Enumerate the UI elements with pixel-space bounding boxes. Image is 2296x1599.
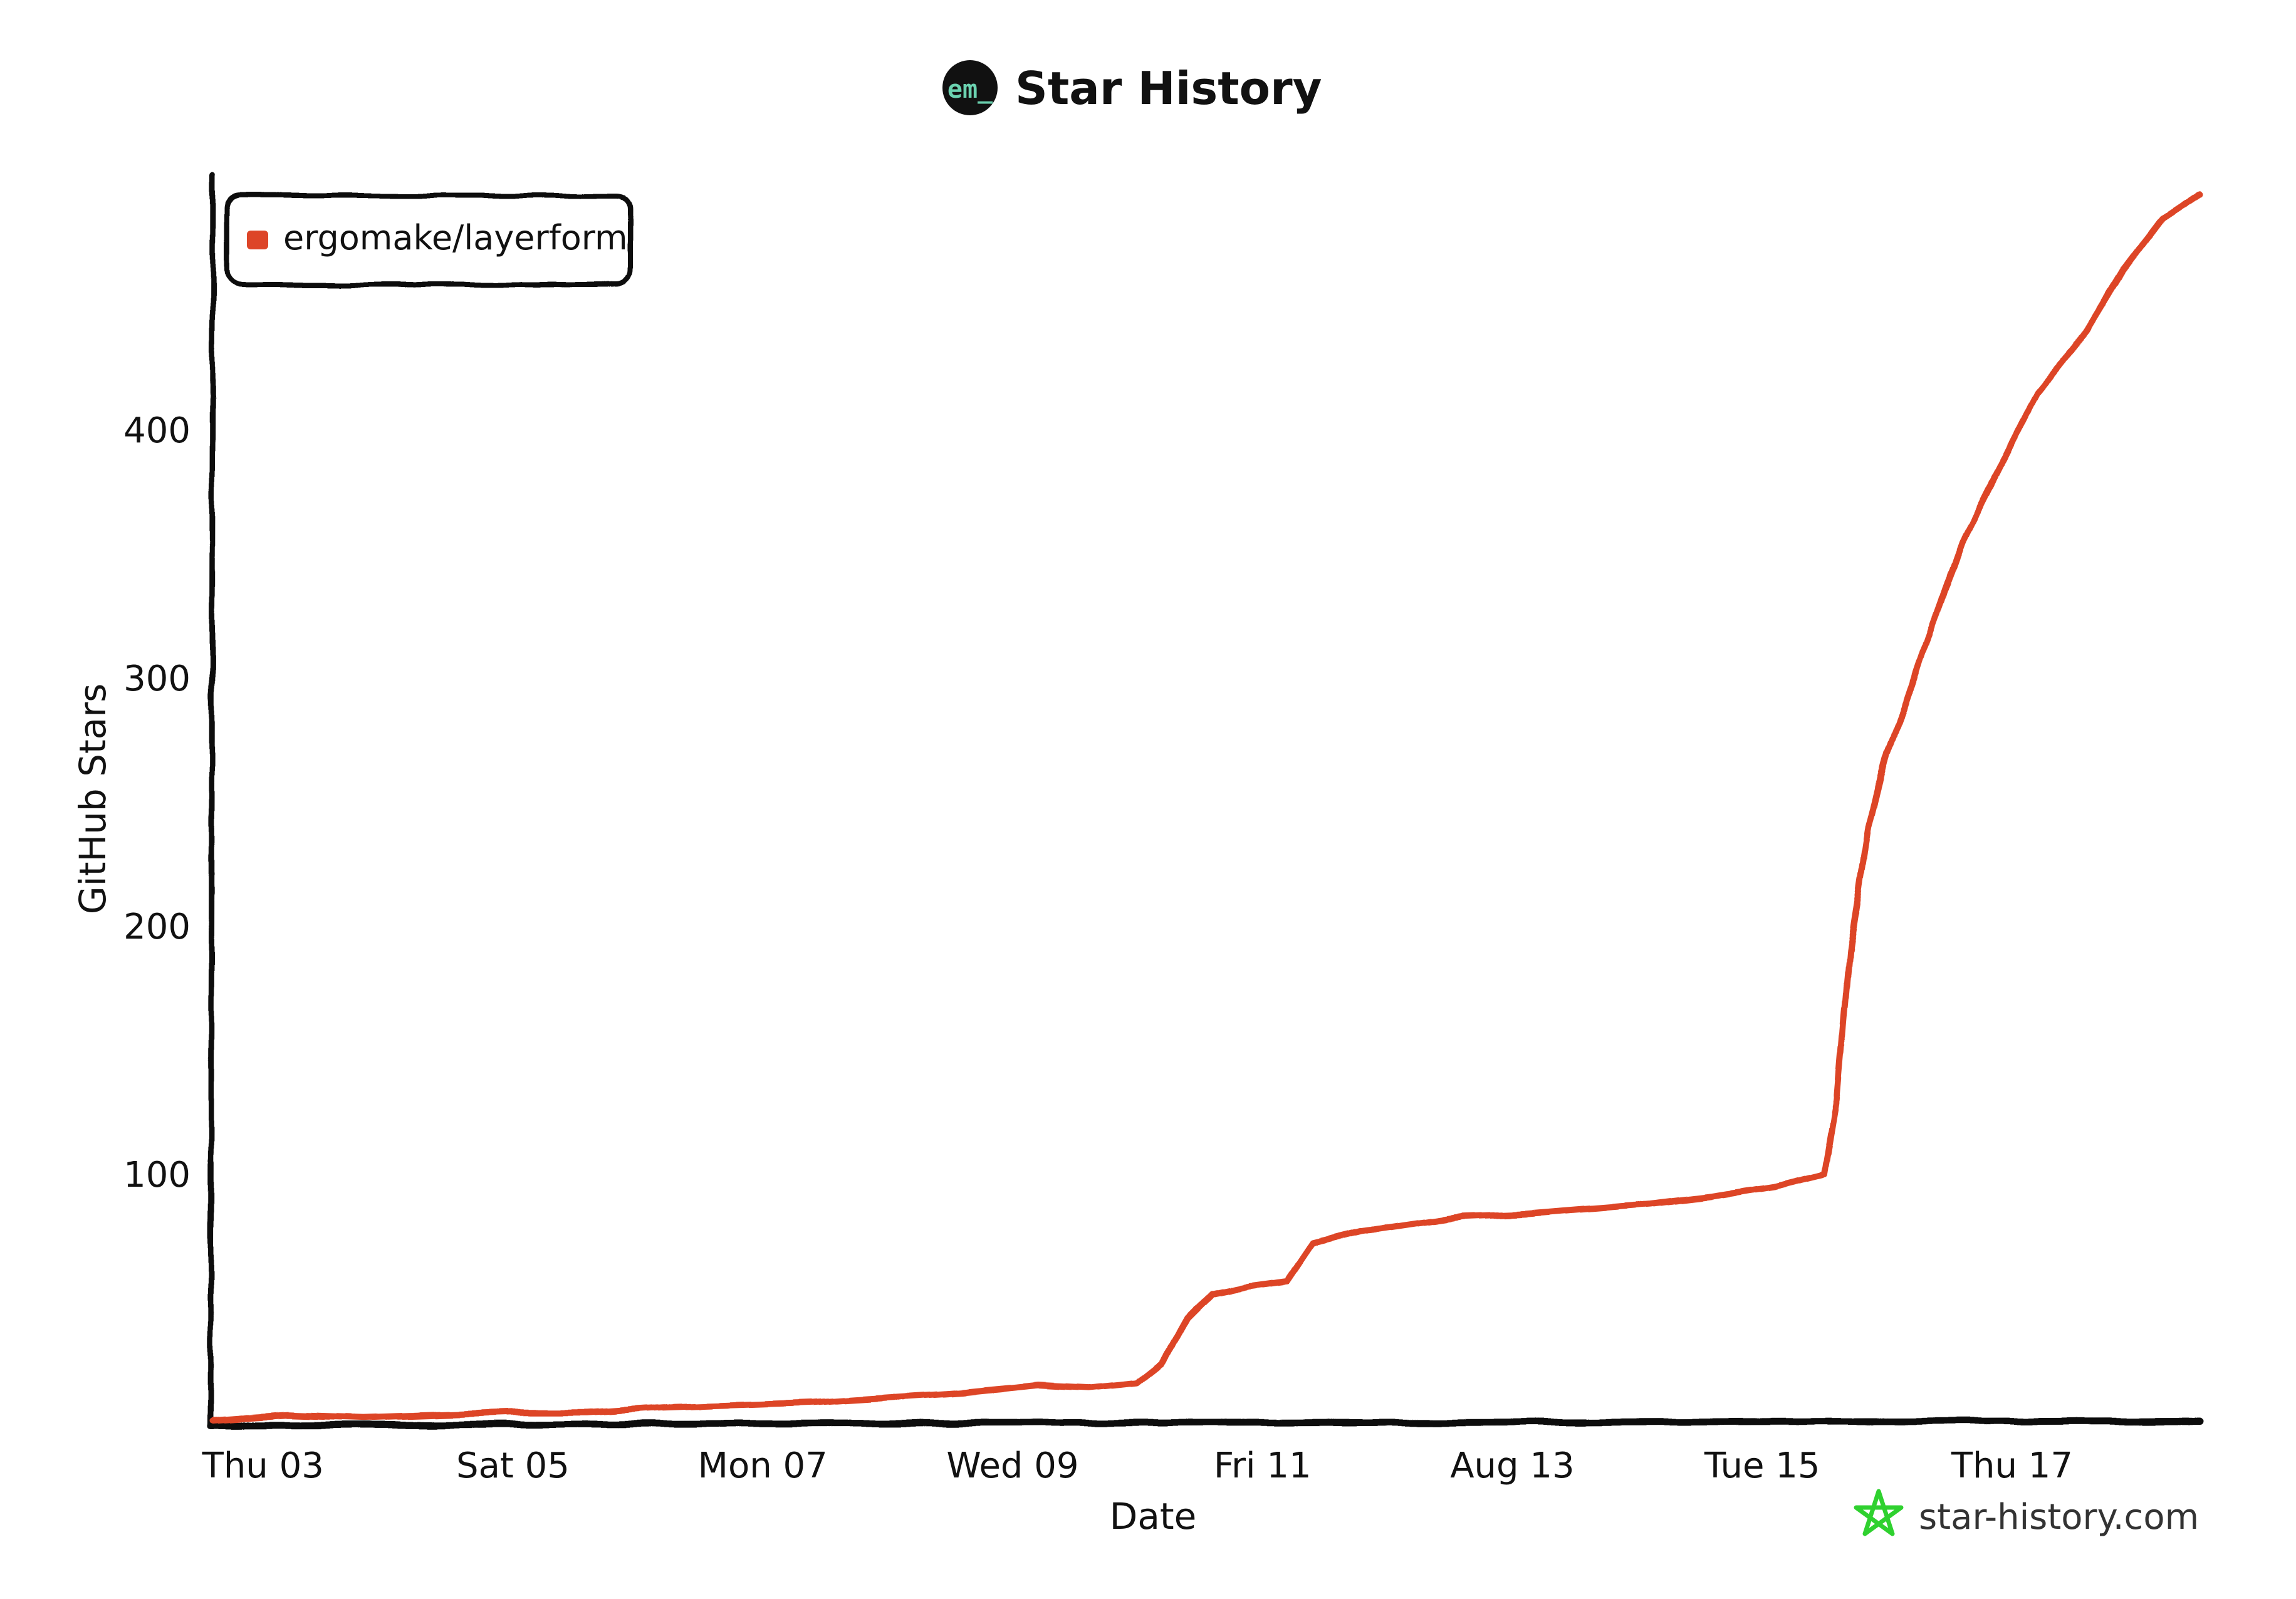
x-axis-label: Date [1110,1495,1197,1538]
legend-box [224,193,633,287]
y-tick-label: 100 [123,1155,190,1195]
x-tick-label: Thu 17 [1951,1445,2073,1486]
legend: ergomake/layerform [224,193,633,287]
y-tick-labels: 100 200 300 400 [123,410,190,1195]
x-tick-labels: Thu 03 Sat 05 Mon 07 Wed 09 Fri 11 Aug 13 Tue … [202,1445,2073,1486]
series-line [210,190,2203,1423]
x-tick-label: Fri 11 [1214,1445,1312,1486]
x-tick-label: Thu 03 [202,1445,324,1486]
chart-title: Star History [1015,62,1322,115]
y-tick-label: 400 [123,410,190,451]
y-axis-label: GitHub Stars [71,684,114,915]
watermark-text: star-history.com [1919,1497,2199,1538]
x-tick-label: Mon 07 [698,1445,828,1486]
star-icon [1854,1489,1904,1536]
series-group [210,190,2203,1423]
legend-label: ergomake/layerform [283,218,628,258]
x-tick-label: Wed 09 [946,1445,1078,1486]
x-tick-label: Tue 15 [1704,1445,1820,1486]
x-tick-label: Sat 05 [456,1445,570,1486]
logo-text: em_ [947,75,993,104]
axes [207,172,2203,1429]
x-axis [207,1417,2203,1429]
y-tick-label: 300 [123,659,190,699]
chart-header: em_ Star History [942,60,1322,115]
logo: em_ [942,60,998,115]
y-axis [207,172,216,1428]
x-tick-label: Aug 13 [1450,1445,1574,1486]
legend-swatch [247,231,268,249]
watermark: star-history.com [1854,1489,2199,1538]
y-tick-label: 200 [123,907,190,947]
